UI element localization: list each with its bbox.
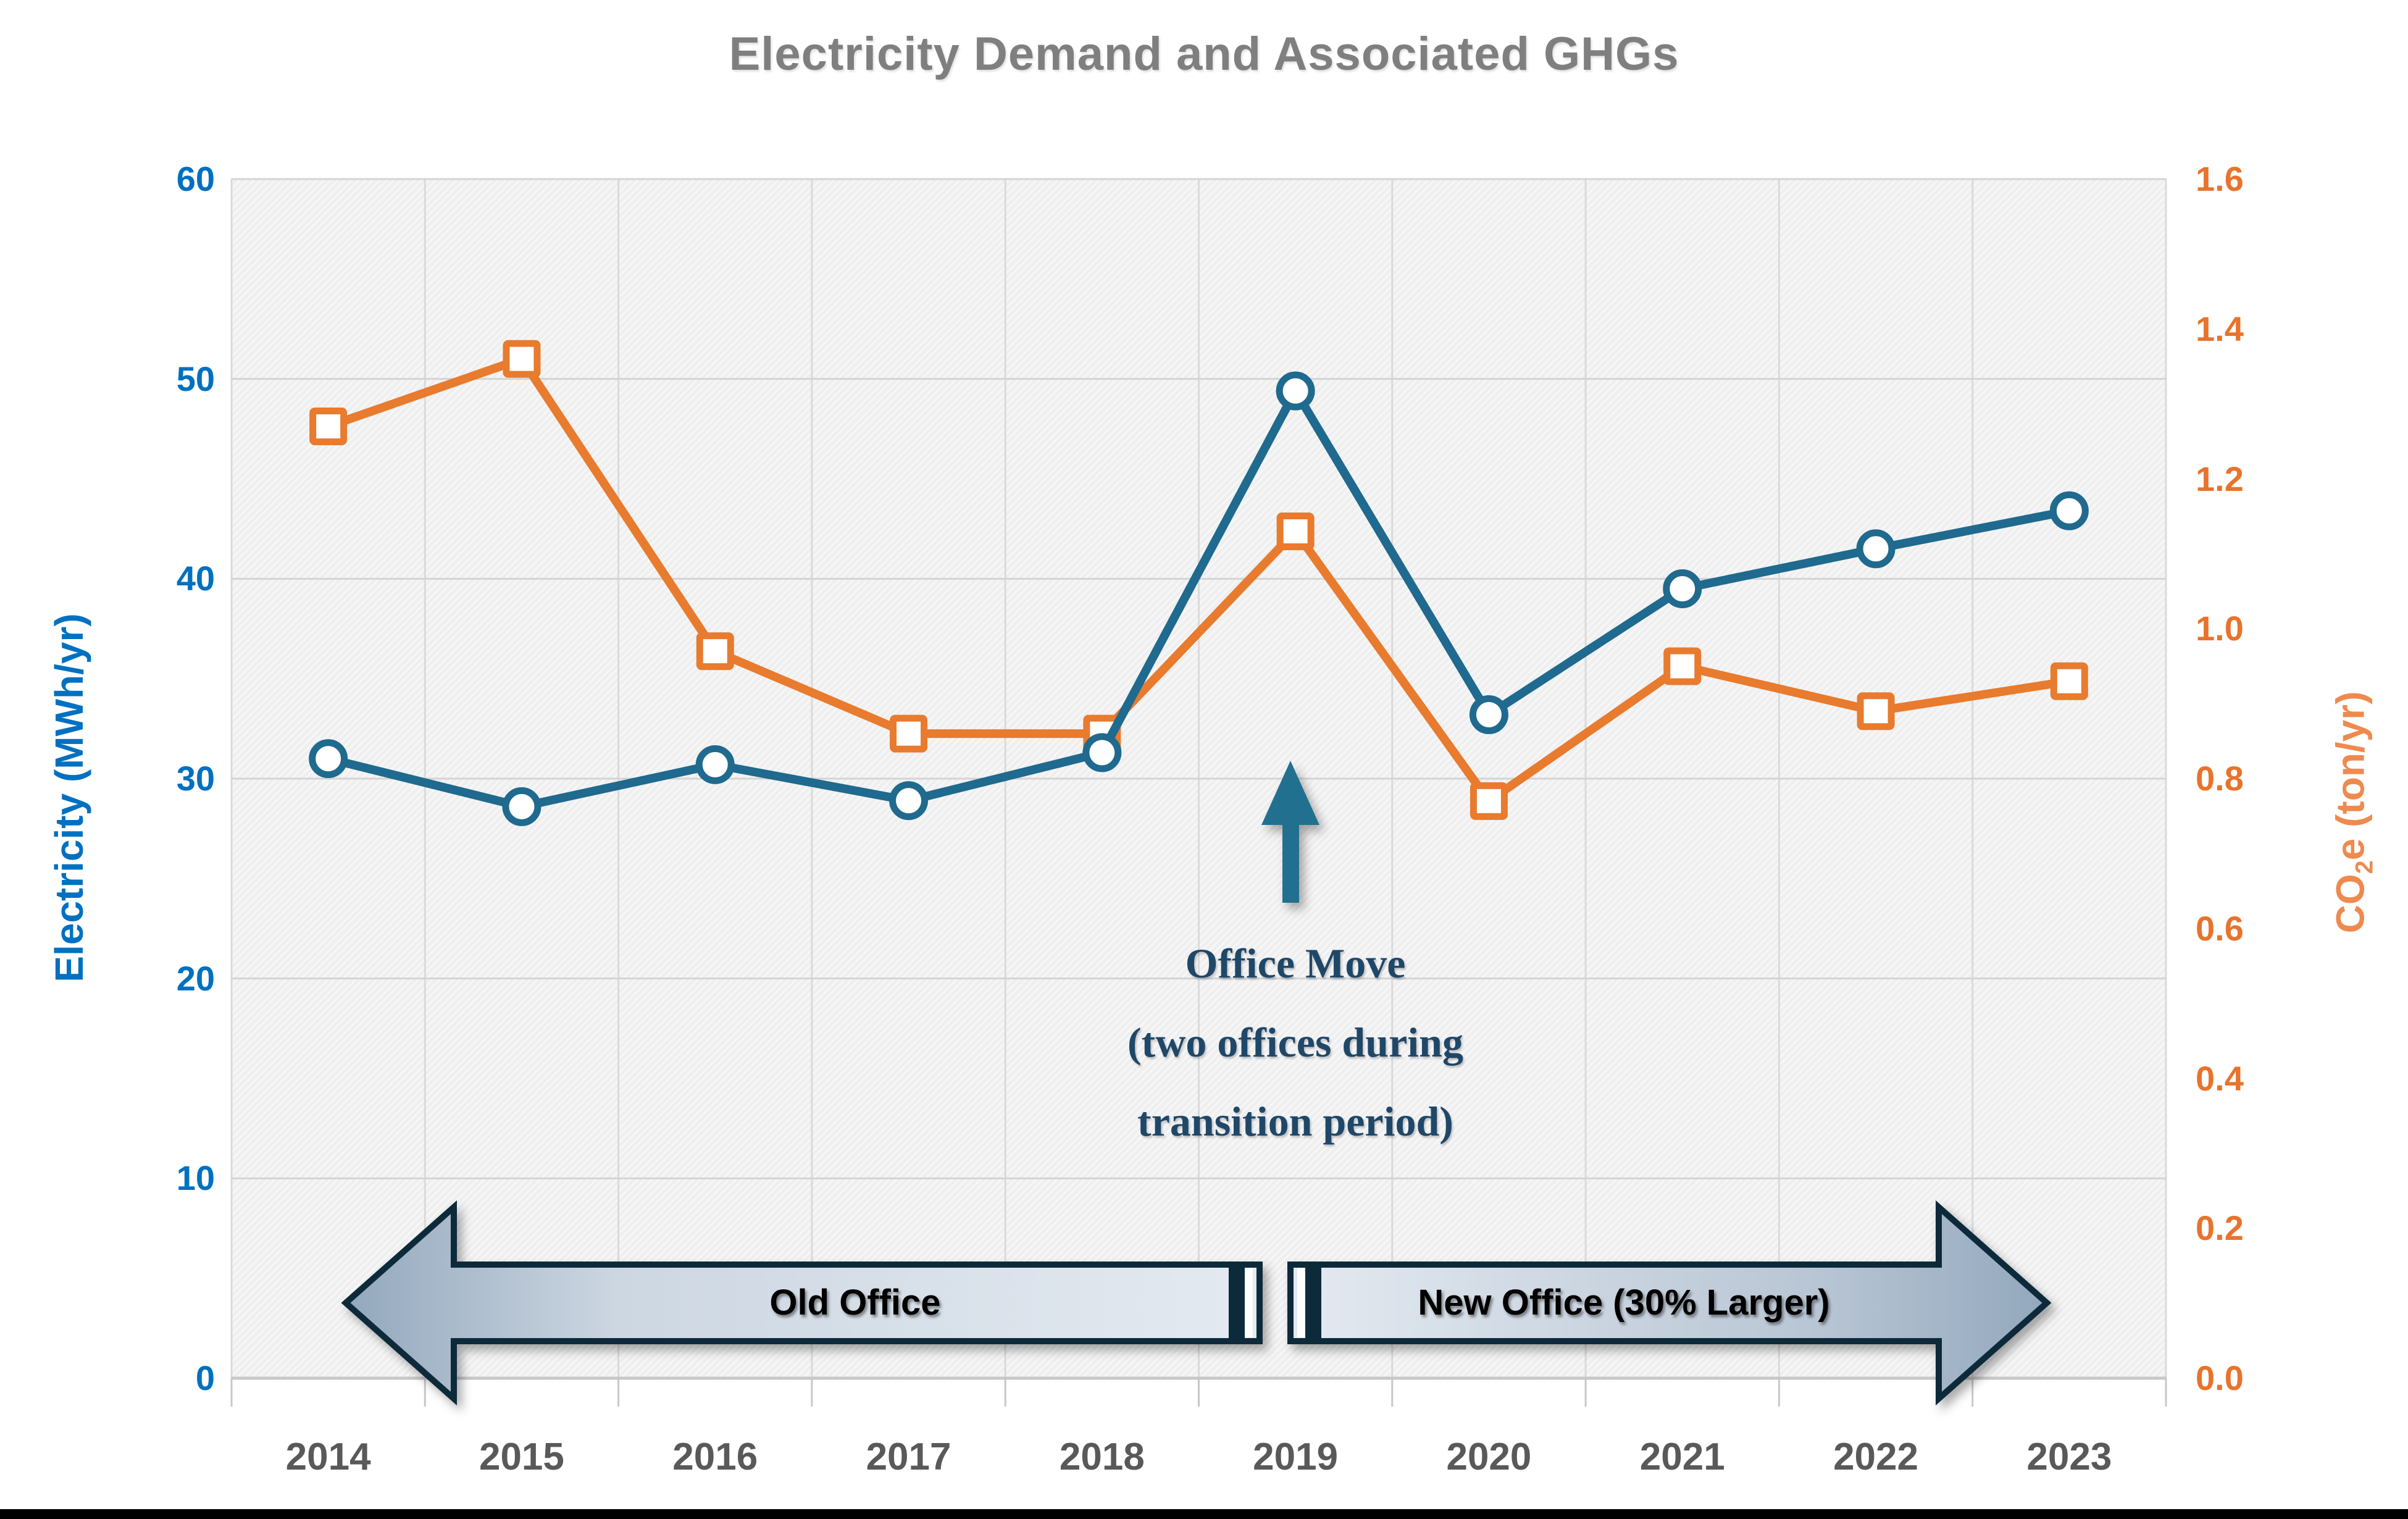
x-axis-tick-label: 2019 bbox=[1253, 1436, 1339, 1478]
electricity-line bbox=[327, 382, 2070, 811]
left-axis-tick-label: 50 bbox=[176, 359, 215, 398]
left-axis-tick-label: 20 bbox=[176, 958, 215, 998]
x-axis-tick-label: 2021 bbox=[1639, 1436, 1725, 1478]
new-office-arrow-break-gap bbox=[1297, 1268, 1305, 1337]
electricity-marker bbox=[1856, 529, 1896, 569]
left-axis-tick-label: 60 bbox=[176, 159, 215, 198]
office-move-annotation: Office Move (two offices during transiti… bbox=[863, 924, 1728, 1161]
electricity-marker bbox=[1663, 569, 1702, 609]
co2e-marker bbox=[1276, 512, 1315, 550]
old-office-arrow-break-bar bbox=[1229, 1265, 1245, 1341]
electricity-marker bbox=[1276, 371, 1315, 411]
footer-bar bbox=[0, 1509, 2408, 1519]
x-axis-tick-label: 2017 bbox=[866, 1436, 951, 1478]
new-office-label: New Office (30% Larger) bbox=[1418, 1283, 1830, 1323]
right-axis-tick-label: 1.2 bbox=[2196, 459, 2244, 498]
co2e-marker bbox=[696, 632, 734, 671]
right-axis-tick-label: 0.0 bbox=[2196, 1358, 2244, 1397]
right-axis-tick-label: 0.8 bbox=[2196, 759, 2244, 798]
left-axis-title: Electricity (MWh/yr) bbox=[47, 613, 91, 982]
co2e-marker bbox=[309, 408, 348, 446]
electricity-marker bbox=[695, 745, 735, 784]
co2e-line bbox=[327, 353, 2070, 808]
electricity-marker bbox=[1082, 733, 1122, 772]
annotation-line-3: transition period) bbox=[1137, 1098, 1453, 1145]
old-office-arrow-break-gap bbox=[1245, 1268, 1253, 1337]
right-axis-tick-label: 1.4 bbox=[2196, 309, 2244, 348]
right-axis-tick-label: 1.6 bbox=[2196, 159, 2244, 198]
left-axis-tick-label: 40 bbox=[176, 559, 215, 598]
electricity-marker bbox=[309, 739, 348, 779]
new-office-arrow-break-bar bbox=[1305, 1265, 1321, 1341]
office-move-arrow bbox=[1261, 761, 1319, 903]
co2e-label-rest: e (ton/yr) bbox=[2328, 691, 2373, 861]
co2e-marker bbox=[503, 340, 541, 378]
electricity-marker bbox=[502, 787, 541, 826]
electricity-marker bbox=[1469, 695, 1508, 734]
co2e-marker bbox=[2050, 662, 2088, 700]
co2e-marker bbox=[890, 714, 928, 753]
right-axis-tick-label: 0.6 bbox=[2196, 908, 2244, 948]
x-axis-tick-label: 2018 bbox=[1059, 1436, 1145, 1478]
left-axis-tick-label: 30 bbox=[176, 759, 215, 798]
x-axis-tick-label: 2020 bbox=[1446, 1436, 1532, 1478]
x-axis-tick-label: 2022 bbox=[1833, 1436, 1919, 1478]
electricity-marker bbox=[2049, 491, 2089, 530]
co2e-marker bbox=[1469, 782, 1508, 820]
annotation-line-1: Office Move bbox=[1185, 940, 1406, 987]
left-axis-tick-label: 10 bbox=[176, 1158, 215, 1198]
right-axis-title: CO2e (ton/yr) bbox=[2328, 441, 2387, 1182]
electricity-marker bbox=[889, 781, 929, 821]
old-office-arrow bbox=[341, 1200, 1263, 1406]
x-axis-tick-label: 2023 bbox=[2026, 1436, 2112, 1478]
office-banner bbox=[341, 1200, 2052, 1406]
x-axis-tick-label: 2015 bbox=[479, 1436, 564, 1478]
x-axis-tick-label: 2016 bbox=[672, 1436, 758, 1478]
x-axis-tick-label: 2014 bbox=[285, 1436, 371, 1478]
annotation-line-2: (two offices during bbox=[1127, 1019, 1463, 1066]
left-axis-tick-label: 0 bbox=[195, 1358, 215, 1397]
chart-title: Electricity Demand and Associated GHGs bbox=[729, 28, 1679, 80]
co2e-marker bbox=[1663, 647, 1702, 685]
right-axis-tick-label: 1.0 bbox=[2196, 609, 2244, 648]
co2e-label-co: CO bbox=[2328, 874, 2373, 934]
co2e-label-subscript: 2 bbox=[2351, 860, 2378, 874]
right-axis-tick-label: 0.2 bbox=[2196, 1208, 2244, 1248]
co2e-marker bbox=[1857, 692, 1895, 730]
old-office-label: Old Office bbox=[769, 1283, 941, 1323]
new-office-arrow bbox=[1287, 1200, 2052, 1406]
right-axis-tick-label: 0.4 bbox=[2196, 1058, 2244, 1098]
